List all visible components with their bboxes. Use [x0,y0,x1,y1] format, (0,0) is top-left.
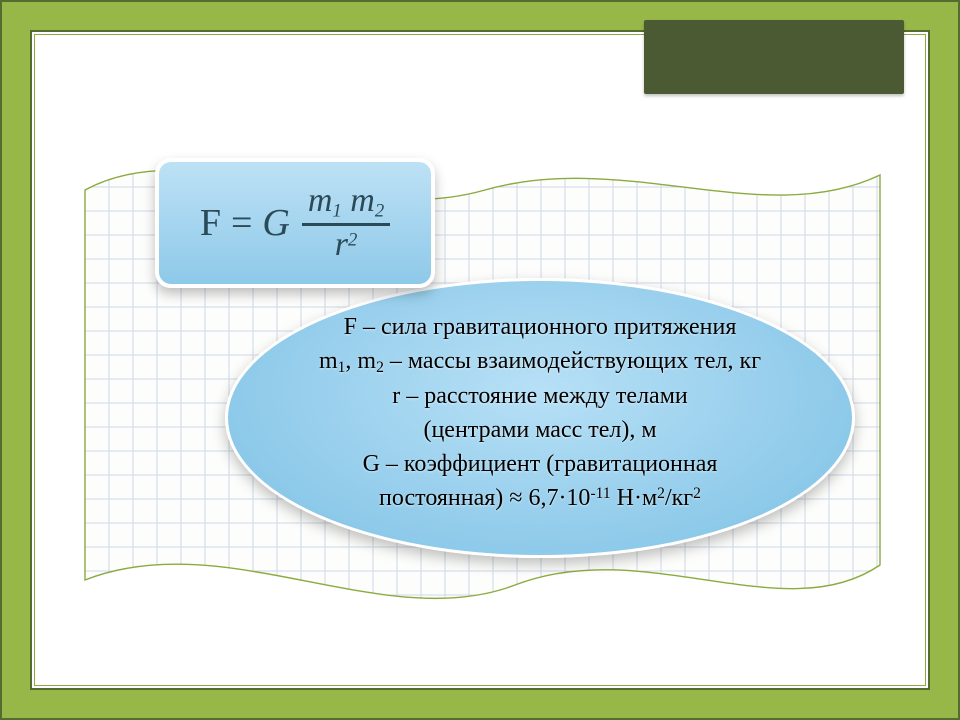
formula-fraction: m1 m2 r2 [302,184,390,262]
legend-line-1: F – сила гравитационного притяжения [235,310,845,344]
formula-numerator: m1 m2 [302,184,390,221]
formula-denominator: r2 [329,228,364,262]
formula-equals: = [231,201,252,245]
slide: F = G m1 m2 r2 F – сила гравитационного … [0,0,960,720]
legend-line-5: G – коэффициент (гравитационная [235,447,845,481]
legend-line-3: r – расстояние между телами [235,379,845,413]
legend-text: F – сила гравитационного притяжения m1, … [235,310,845,515]
formula-box: F = G m1 m2 r2 [155,158,435,288]
title-placeholder-box [644,20,904,94]
legend-line-4: (центрами масс тел), м [235,413,845,447]
gravity-formula: F = G m1 m2 r2 [200,184,390,262]
formula-F: F [200,201,221,245]
legend-line-6: постоянная) ≈ 6,7·10-11 Н·м2/кг2 [235,481,845,515]
legend-line-2: m1, m2 – массы взаимодействующих тел, кг [235,344,845,379]
formula-G: G [262,201,289,245]
